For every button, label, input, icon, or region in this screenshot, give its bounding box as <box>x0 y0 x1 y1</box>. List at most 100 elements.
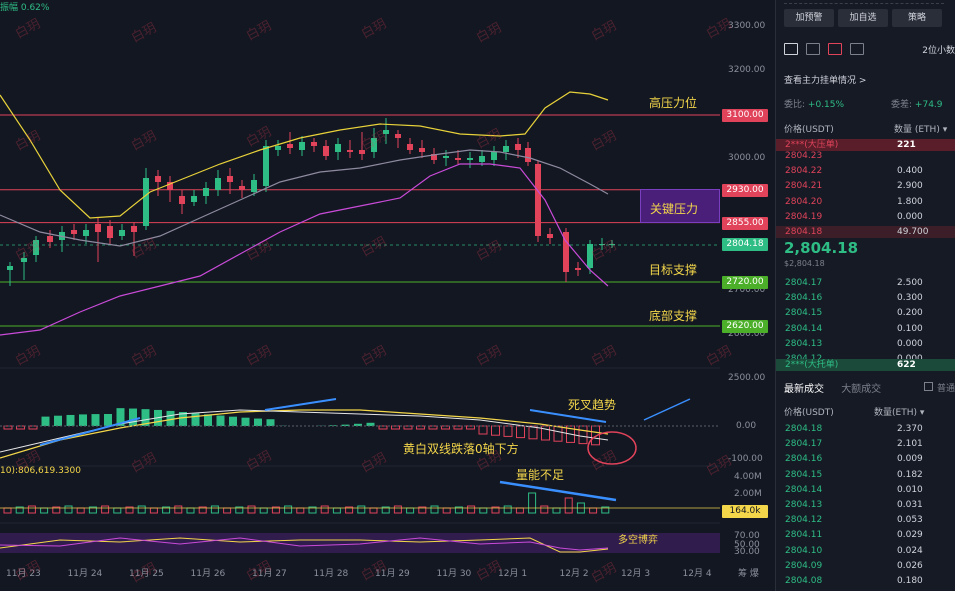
bid-row[interactable]: 2804.15 0.182 <box>776 469 955 481</box>
orderbook-both-icon[interactable] <box>784 43 798 55</box>
orderbook-depth-icon[interactable] <box>850 43 864 55</box>
row-qty: 2.900 <box>897 181 923 192</box>
row-price: 2804.09 <box>785 560 823 571</box>
volume-bar <box>540 505 549 514</box>
big-ask-row[interactable]: 2***(大压单) 221 <box>776 139 955 151</box>
ask-row[interactable]: 2804.18 49.700 <box>776 226 955 238</box>
macd-bar <box>516 425 525 439</box>
strategy-button[interactable]: 策略 <box>892 9 942 27</box>
macd-bar <box>129 408 137 426</box>
row-price: 2804.12 <box>785 515 823 526</box>
bid-row[interactable]: 2804.13 0.000 <box>776 338 955 350</box>
bid-row[interactable]: 2804.09 0.026 <box>776 560 955 572</box>
volume-bar <box>52 506 61 514</box>
row-qty: 0.182 <box>897 469 923 480</box>
volume-bar <box>332 507 341 514</box>
candle-body <box>47 236 53 242</box>
x-tick: 11月 26 <box>190 569 226 579</box>
bid-row[interactable]: 2804.10 0.024 <box>776 545 955 557</box>
level-tag[interactable]: 2620.00 <box>722 319 768 333</box>
macd-bar <box>204 414 212 426</box>
volume-bar <box>345 506 354 514</box>
trend-arrow <box>39 417 141 446</box>
trades-col-qty[interactable]: 数量(ETH) ▾ <box>874 408 925 418</box>
ask-row[interactable]: 2804.23 <box>776 150 955 162</box>
bid-row[interactable]: 2804.14 0.010 <box>776 484 955 496</box>
normal-checkbox[interactable] <box>924 382 933 391</box>
add-alert-button[interactable]: 加预警 <box>784 9 834 27</box>
bid-row[interactable]: 2804.12 0.053 <box>776 514 955 526</box>
bid-diff: 委差: +74.9 <box>891 97 943 110</box>
bid-row[interactable]: 2804.15 0.200 <box>776 307 955 319</box>
ask-row[interactable]: 2804.22 0.400 <box>776 165 955 177</box>
macd-bar <box>41 416 50 426</box>
chart-canvas[interactable] <box>0 0 775 591</box>
orderbook-asks-icon[interactable] <box>828 43 842 55</box>
tab-latest-trades[interactable]: 最新成交 <box>784 384 824 395</box>
bid-row[interactable]: 2804.18 2.370 <box>776 423 955 435</box>
volume-bar <box>125 506 134 514</box>
macd-bar <box>578 425 588 445</box>
volume-bar <box>186 507 195 514</box>
macd-bar <box>478 425 488 435</box>
bid-row[interactable]: 2804.16 0.300 <box>776 292 955 304</box>
normal-checkbox-label: 普通 <box>937 384 955 394</box>
macd-bar <box>191 413 200 426</box>
macd-bar <box>591 425 600 446</box>
row-qty: 0.400 <box>897 166 923 177</box>
bid-row[interactable]: 2804.16 0.009 <box>776 453 955 465</box>
precision-select[interactable]: 2位小数 <box>922 46 955 56</box>
volume-bar <box>564 497 573 514</box>
rsi-tick: 30.00 <box>734 547 760 557</box>
row-qty: 49.700 <box>897 227 929 237</box>
candle-body <box>131 226 137 232</box>
volume-bar <box>271 506 280 514</box>
ask-row[interactable]: 2804.20 1.800 <box>776 196 955 208</box>
bid-row[interactable]: 2804.17 2.500 <box>776 277 955 289</box>
x-tick: 11月 29 <box>375 569 410 579</box>
volume-bar <box>88 506 97 514</box>
macd-bar <box>553 425 563 442</box>
ask-row[interactable]: 2804.19 0.000 <box>776 211 955 223</box>
bid-row[interactable]: 2804.13 0.031 <box>776 499 955 511</box>
candle-body <box>299 142 305 150</box>
orderbook-bids-icon[interactable] <box>806 43 820 55</box>
col-qty-header[interactable]: 数量 (ETH) ▾ <box>894 125 948 135</box>
volume-current-tag: 164.0k <box>722 505 768 518</box>
trades-col-price: 价格(USDT) <box>784 408 834 418</box>
bid-row[interactable]: 2804.11 0.029 <box>776 529 955 541</box>
macd-bar <box>491 425 500 436</box>
row-price: 2804.14 <box>785 323 823 334</box>
volume-bar <box>442 507 451 514</box>
level-tag[interactable]: 2855.00 <box>722 216 768 230</box>
ask-row[interactable]: 2804.21 2.900 <box>776 180 955 192</box>
annotation-key-resistance: 关键压力 <box>650 202 699 216</box>
volume-bar <box>467 505 476 514</box>
level-tag[interactable]: 3100.00 <box>722 109 768 122</box>
candle-body <box>503 146 509 152</box>
tab-large-trades[interactable]: 大额成交 <box>841 384 882 395</box>
footer-right-label[interactable]: 筹 爆 <box>738 569 759 579</box>
volume-bar <box>479 507 488 514</box>
bid-row[interactable]: 2804.08 0.180 <box>776 575 955 587</box>
main-orders-link[interactable]: 查看主力挂单情况 > <box>784 76 867 86</box>
x-tick: 11月 27 <box>252 569 287 579</box>
level-tag[interactable]: 2930.00 <box>722 183 768 197</box>
row-price: 2804.21 <box>785 181 823 192</box>
candle-body <box>359 150 365 154</box>
volume-bar <box>235 506 244 514</box>
volume-bar <box>601 506 610 514</box>
row-price: 2804.18 <box>785 424 823 434</box>
level-tag[interactable]: 2720.00 <box>722 276 768 289</box>
volume-bar <box>259 507 268 514</box>
big-bid-row[interactable]: 2***(大托单) 622 <box>776 359 955 371</box>
macd-bar <box>141 409 150 426</box>
candle-body <box>467 158 473 160</box>
bid-row[interactable]: 2804.14 0.100 <box>776 323 955 335</box>
bid-row[interactable]: 2804.17 2.101 <box>776 438 955 450</box>
volume-bar <box>418 506 427 514</box>
macd-bar <box>54 415 62 426</box>
macd-bar <box>241 417 250 426</box>
candlestick-chart[interactable]: 振幅 0.62% 3300.003200.003000.002800.00270… <box>0 0 775 591</box>
add-watchlist-button[interactable]: 加自选 <box>838 9 888 27</box>
